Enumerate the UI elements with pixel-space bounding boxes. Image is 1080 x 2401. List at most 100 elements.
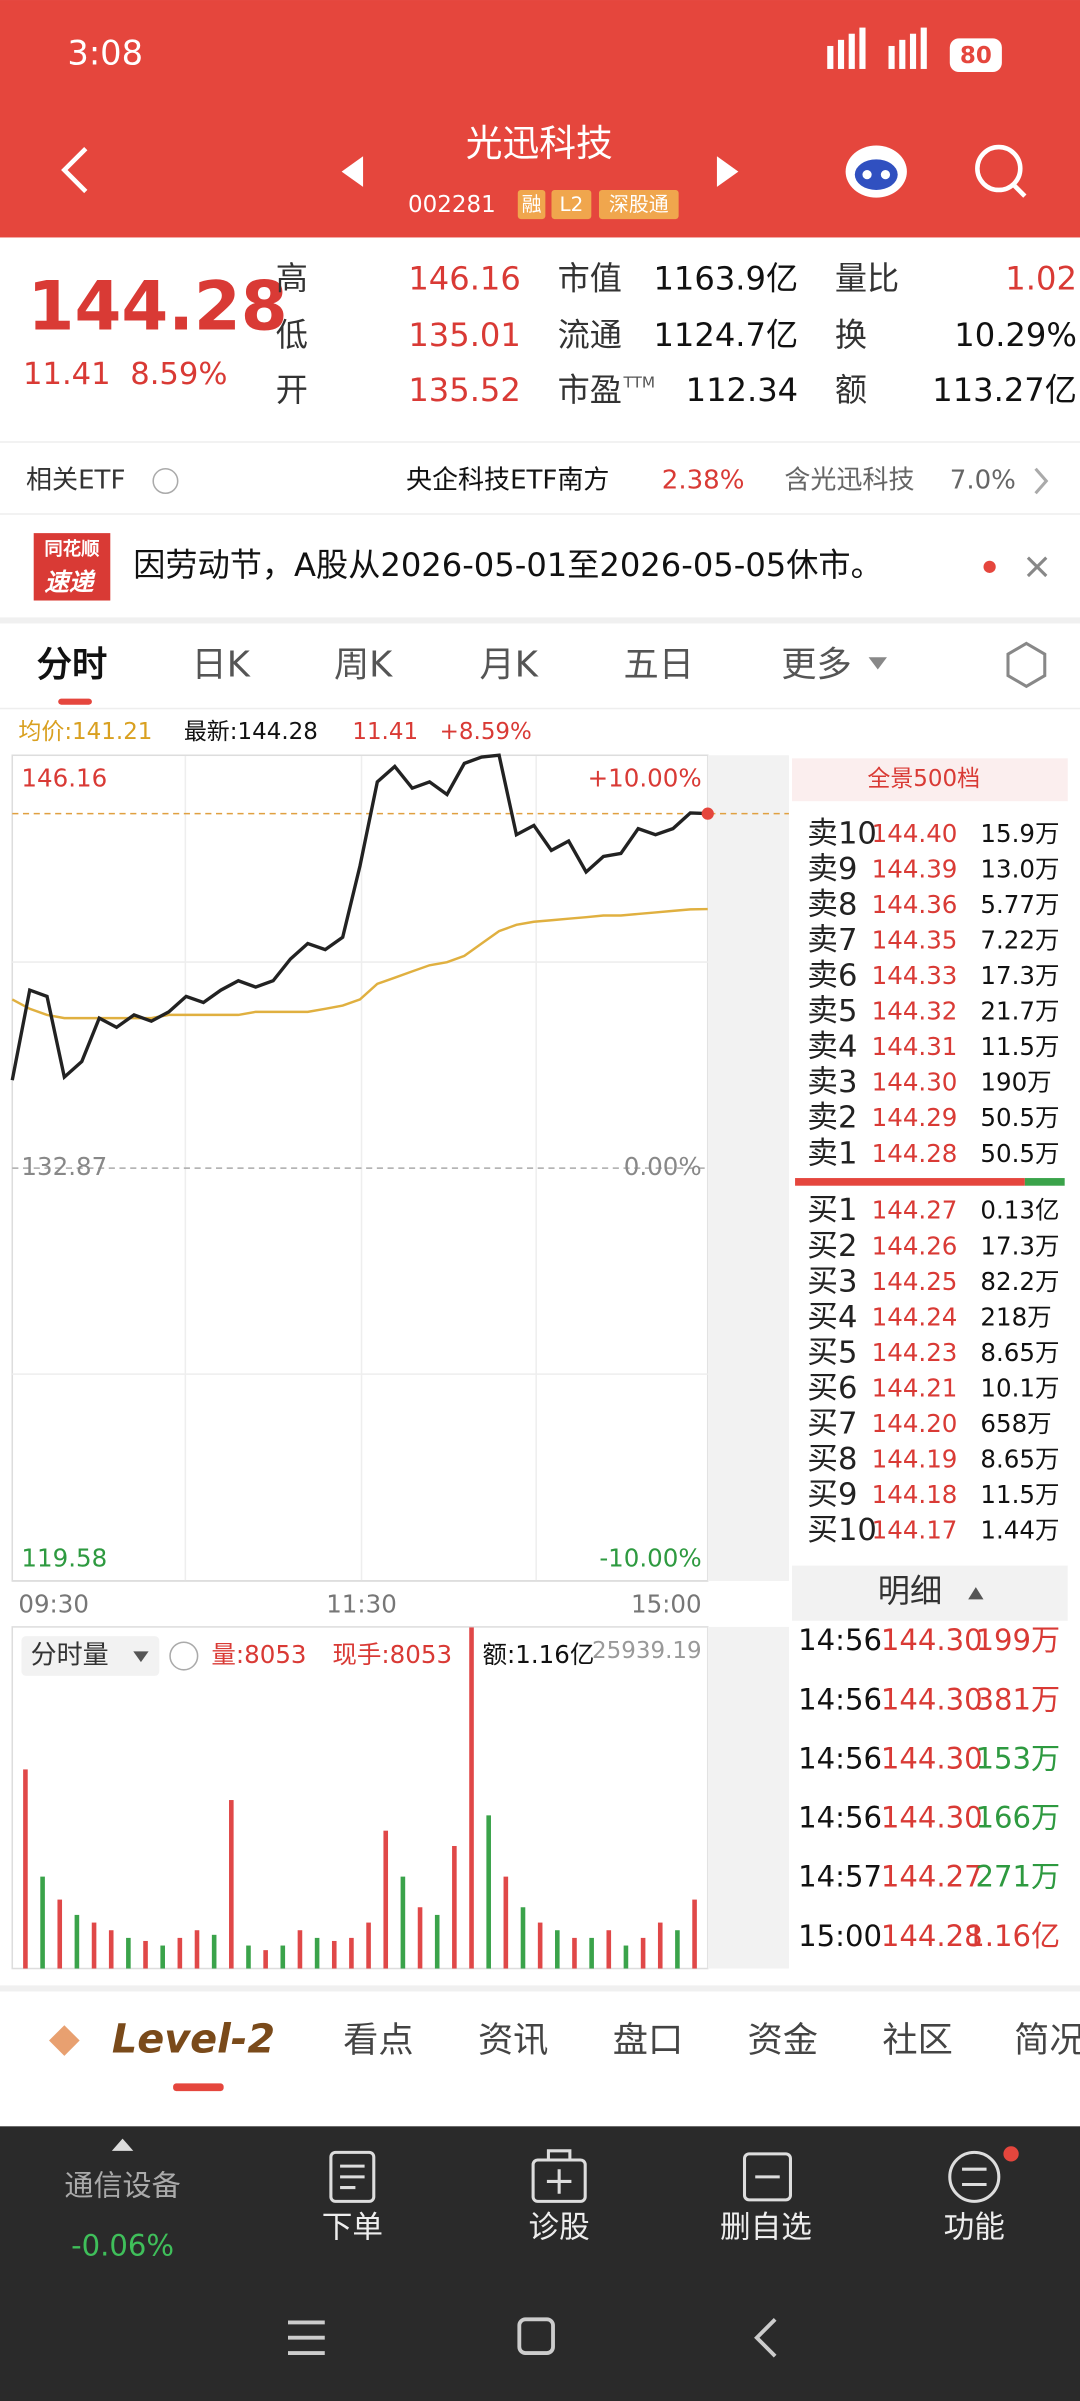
volume-bar <box>555 1930 560 1969</box>
etf-holding: 含光迅科技 <box>784 466 914 496</box>
volume-bar <box>640 1937 646 1969</box>
trade-price: 144.30 <box>881 1801 983 1835</box>
book-level: 卖10 <box>807 816 877 851</box>
chart-tab[interactable]: 日K <box>191 644 250 685</box>
book-volume: 11.5万 <box>980 1480 1059 1509</box>
book-price: 144.26 <box>872 1231 958 1260</box>
chart-tab[interactable]: 周K <box>334 644 393 685</box>
book-ratio-red <box>795 1178 1025 1186</box>
book-price: 144.20 <box>872 1409 958 1438</box>
volume-side <box>707 1626 789 1969</box>
prev-stock[interactable] <box>341 156 364 187</box>
book-price: 144.19 <box>872 1445 958 1474</box>
book-volume: 190万 <box>980 1068 1051 1097</box>
system-nav[interactable] <box>288 2317 777 2358</box>
book-level: 买2 <box>807 1229 857 1264</box>
book-volume: 5.77万 <box>980 890 1059 919</box>
volume-bar <box>263 1950 268 1969</box>
trade-time: 14:56 <box>798 1801 882 1835</box>
volume-bar <box>177 1937 183 1969</box>
book-level: 卖4 <box>807 1030 857 1065</box>
settings-icon[interactable] <box>1006 641 1047 689</box>
dropdown-arrow <box>868 657 887 670</box>
trades-title[interactable]: 明细 <box>878 1572 942 1610</box>
stat-label: 流通 <box>558 316 622 354</box>
book-price: 144.32 <box>872 997 958 1026</box>
volume-bar <box>606 1930 612 1969</box>
chart-tab[interactable]: 分时 <box>37 644 107 685</box>
robot-icon[interactable] <box>845 145 907 198</box>
sector-name[interactable]: 通信设备 <box>64 2169 180 2203</box>
back-button[interactable] <box>61 146 88 194</box>
book-level: 卖8 <box>807 887 857 922</box>
price-pct: 8.59% <box>130 357 227 392</box>
volume-bar <box>23 1769 28 1969</box>
trade-time: 15:00 <box>798 1919 882 1953</box>
volume-bar <box>194 1930 200 1969</box>
search-icon[interactable] <box>975 144 1027 198</box>
book-price: 144.27 <box>872 1196 958 1225</box>
trade-price: 144.28 <box>881 1919 983 1953</box>
volume-title[interactable]: 分时量 <box>31 1641 109 1671</box>
book-price: 144.18 <box>872 1480 958 1509</box>
nav-item[interactable]: 诊股 <box>529 2210 590 2245</box>
volume-bar <box>572 1937 577 1969</box>
chart-tab[interactable]: 月K <box>479 644 538 685</box>
pct-label: 0.00% <box>624 1152 702 1181</box>
book-title[interactable]: 全景500档 <box>867 766 980 792</box>
volume-bar <box>40 1876 45 1969</box>
bottom-tab[interactable]: 盘口 <box>613 2020 683 2061</box>
book-level: 卖6 <box>807 959 857 994</box>
book-price: 144.39 <box>872 854 958 883</box>
close-button[interactable] <box>1026 556 1048 578</box>
bottom-tab[interactable]: 资金 <box>748 2020 818 2061</box>
next-stock[interactable] <box>716 156 739 187</box>
price-line <box>10 753 708 1081</box>
book-level: 买4 <box>807 1300 857 1335</box>
stock-code: 002281 <box>408 192 496 218</box>
tag-bg <box>517 189 546 220</box>
trade-volume: 381万 <box>975 1682 1060 1716</box>
bottom-tab[interactable]: 资讯 <box>478 2020 548 2061</box>
book-volume: 11.5万 <box>980 1032 1059 1061</box>
bottom-tab[interactable]: 简况 <box>1014 2020 1080 2061</box>
notice-text[interactable]: 因劳动节，A股从2026-05-01至2026-05-05休市。 <box>133 546 882 584</box>
bottom-tab[interactable]: 社区 <box>882 2020 952 2061</box>
logo-text: 速递 <box>44 568 95 597</box>
news-logo <box>33 533 111 601</box>
bottom-tab[interactable]: Level-2 <box>112 2017 275 2063</box>
book-price: 144.25 <box>872 1267 958 1296</box>
divider <box>0 707 1080 710</box>
help-icon[interactable] <box>152 468 179 495</box>
nav-item[interactable]: 功能 <box>944 2210 1005 2245</box>
nav-item[interactable]: 删自选 <box>720 2210 812 2245</box>
book-header-bg <box>792 758 1068 802</box>
book-level: 卖2 <box>807 1101 857 1136</box>
book-volume: 50.5万 <box>980 1139 1059 1168</box>
book-level: 买6 <box>807 1371 857 1406</box>
bottom-tab[interactable]: 看点 <box>343 2020 413 2061</box>
tag: L2 <box>560 193 584 216</box>
volume-bar <box>366 1922 371 1969</box>
chart-tab[interactable]: 更多 <box>781 644 851 685</box>
volume-bar <box>503 1876 509 1969</box>
volume-bar <box>349 1937 354 1969</box>
stat-value: 112.34 <box>686 371 799 409</box>
volume-bar <box>520 1907 526 1969</box>
stat-value: 10.29% <box>954 316 1077 354</box>
y-tick-label: 25939.19 <box>592 1638 702 1664</box>
volume-selector[interactable] <box>21 1636 160 1676</box>
chart-tab[interactable]: 五日 <box>623 644 693 685</box>
book-volume: 50.5万 <box>980 1103 1059 1132</box>
book-level: 卖9 <box>807 852 857 887</box>
volume-bar <box>143 1940 148 1969</box>
book-level: 卖7 <box>807 923 857 958</box>
volume-bar <box>91 1922 97 1969</box>
etf-name[interactable]: 央企科技ETF南方 <box>406 466 610 496</box>
nav-item[interactable]: 下单 <box>322 2210 383 2245</box>
stat-label: 量比 <box>835 259 899 297</box>
y-tick-label: 146.16 <box>21 764 107 793</box>
help-icon[interactable] <box>169 1641 199 1671</box>
tag-bg <box>598 189 679 220</box>
